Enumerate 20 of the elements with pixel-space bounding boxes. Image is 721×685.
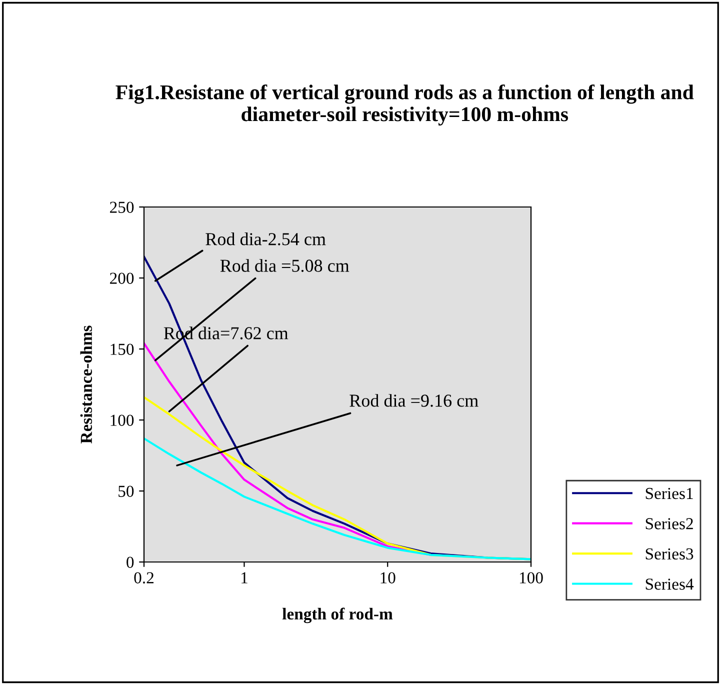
legend-label: Series4 <box>646 578 694 590</box>
legend-label: Series2 <box>646 518 693 530</box>
y-tick-label: 50 <box>118 486 134 497</box>
y-tick-label: 150 <box>110 344 134 355</box>
x-tick-label: 1 <box>242 572 248 584</box>
x-tick-label: 10 <box>380 572 396 584</box>
legend-label: Series3 <box>646 548 694 560</box>
x-tick-label: 100 <box>520 572 543 584</box>
y-tick-label: 250 <box>110 202 134 213</box>
annotation: Rod dia-2.54 cm <box>206 232 326 246</box>
x-axis-title: length of rod-m <box>282 608 393 624</box>
annotation: Rod dia =5.08 cm <box>220 259 350 272</box>
y-tick-label: 100 <box>110 414 134 426</box>
legend-label: Series1 <box>646 488 693 500</box>
chart-title: Fig1.Resistane of vertical ground rods as a function of length and diameter-soil resistivity=100 m-ohms <box>116 84 694 126</box>
annotation: Rod dia =9.16 cm <box>350 394 478 407</box>
y-axis-title: Resistance-ohms <box>80 326 92 444</box>
y-tick-label: 0 <box>126 556 134 568</box>
y-tick-label: 200 <box>110 272 134 284</box>
x-tick-label: 0.2 <box>134 572 154 584</box>
